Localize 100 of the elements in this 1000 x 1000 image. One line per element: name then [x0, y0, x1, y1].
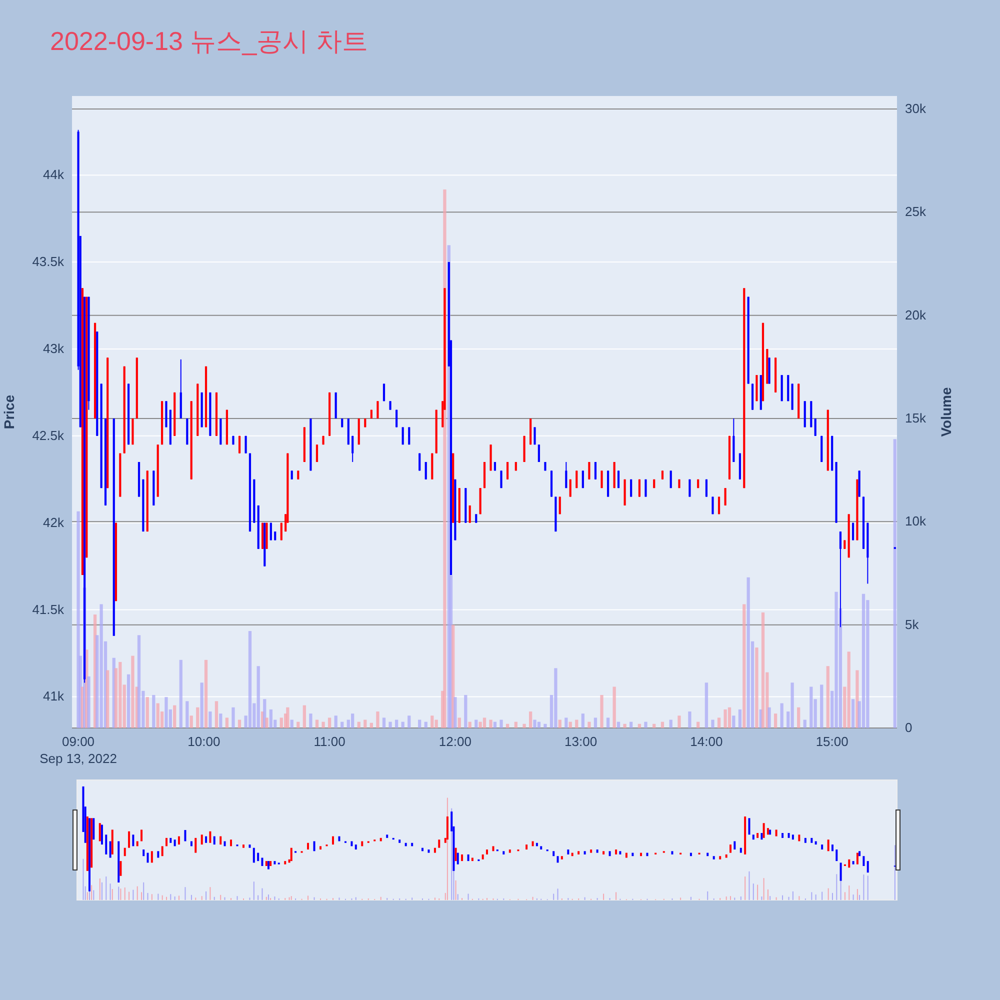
bar	[814, 699, 817, 728]
bar	[408, 716, 411, 728]
y-axis-title: Price	[1, 394, 17, 430]
bar	[761, 612, 765, 728]
bar	[265, 718, 268, 728]
bar	[87, 676, 90, 728]
y-tick-label: 44k	[43, 167, 64, 182]
bar	[630, 722, 633, 728]
candlestick	[376, 400, 379, 420]
bar	[537, 722, 541, 728]
bar	[401, 722, 404, 728]
bar	[810, 686, 813, 728]
y-tick-label: 43k	[43, 340, 64, 356]
bar	[858, 701, 861, 728]
candlestick	[600, 470, 603, 489]
candlestick	[534, 426, 536, 446]
x-tick-label: 11:00	[314, 734, 346, 749]
bar	[820, 684, 824, 728]
bar	[838, 608, 842, 728]
bar	[146, 697, 149, 728]
bar	[489, 720, 492, 728]
bar	[118, 662, 122, 728]
bar	[790, 682, 794, 728]
bar	[738, 709, 742, 728]
bar	[746, 577, 750, 728]
bar	[214, 701, 218, 728]
bar	[196, 707, 200, 728]
bar	[678, 716, 681, 728]
bar	[554, 668, 558, 728]
bar	[160, 711, 164, 728]
candlestick	[382, 383, 386, 402]
bar	[315, 720, 319, 728]
candlestick	[506, 461, 509, 480]
bar	[286, 707, 290, 728]
x-tick-label: 12:00	[438, 734, 472, 749]
bar	[768, 707, 771, 728]
bar	[544, 724, 547, 728]
bar	[533, 720, 536, 728]
bar	[755, 648, 758, 728]
candlestick	[565, 461, 568, 489]
bar	[137, 635, 141, 728]
bar	[464, 694, 468, 728]
bar	[581, 714, 584, 728]
bar	[340, 722, 344, 728]
bar	[430, 716, 434, 728]
bar	[269, 709, 272, 728]
bar	[600, 694, 604, 728]
bar	[296, 722, 300, 728]
bar	[478, 722, 482, 728]
bar	[893, 439, 896, 728]
bar	[728, 707, 732, 728]
bar	[644, 722, 648, 728]
y2-tick-label: 5k	[905, 616, 920, 632]
bar	[290, 720, 294, 728]
candlestick	[670, 470, 672, 489]
bar	[244, 716, 248, 728]
bar	[142, 690, 145, 728]
bar	[179, 660, 182, 728]
bar	[131, 656, 134, 728]
bar	[830, 690, 834, 728]
bar	[190, 716, 193, 728]
bar	[219, 714, 222, 728]
candlestick	[644, 478, 647, 498]
candlestick	[238, 435, 241, 454]
bar	[382, 718, 386, 728]
bar	[322, 722, 325, 728]
candlestick	[617, 470, 620, 489]
bar	[274, 720, 277, 728]
bar	[834, 592, 838, 728]
y-tick-label: 42k	[43, 514, 64, 530]
bar	[568, 722, 572, 728]
candlestick	[316, 444, 318, 462]
candlestick	[500, 470, 502, 489]
bar	[594, 718, 598, 728]
bar	[616, 722, 620, 728]
chart-title: 2022-09-13 뉴스_공시 차트	[50, 26, 368, 56]
bar	[256, 666, 260, 728]
bar	[376, 711, 380, 728]
bar	[364, 720, 367, 728]
bar	[843, 686, 846, 728]
bar	[774, 714, 778, 728]
bar	[200, 682, 204, 728]
candlestick	[588, 461, 590, 480]
bar	[186, 701, 189, 728]
candlestick	[576, 470, 578, 489]
candlestick	[424, 461, 427, 480]
bar	[173, 705, 176, 728]
y-tick-label: 42.5k	[32, 428, 64, 443]
bar	[252, 703, 256, 728]
bar	[803, 720, 806, 728]
bar	[388, 722, 392, 728]
bar	[351, 714, 354, 728]
x-tick-label: 14:00	[690, 734, 723, 749]
bar	[100, 604, 103, 728]
bar	[866, 600, 870, 728]
bar	[575, 720, 578, 728]
bar	[493, 722, 497, 728]
candlestick	[594, 461, 597, 480]
candlestick	[538, 444, 540, 462]
candlestick	[630, 478, 632, 498]
